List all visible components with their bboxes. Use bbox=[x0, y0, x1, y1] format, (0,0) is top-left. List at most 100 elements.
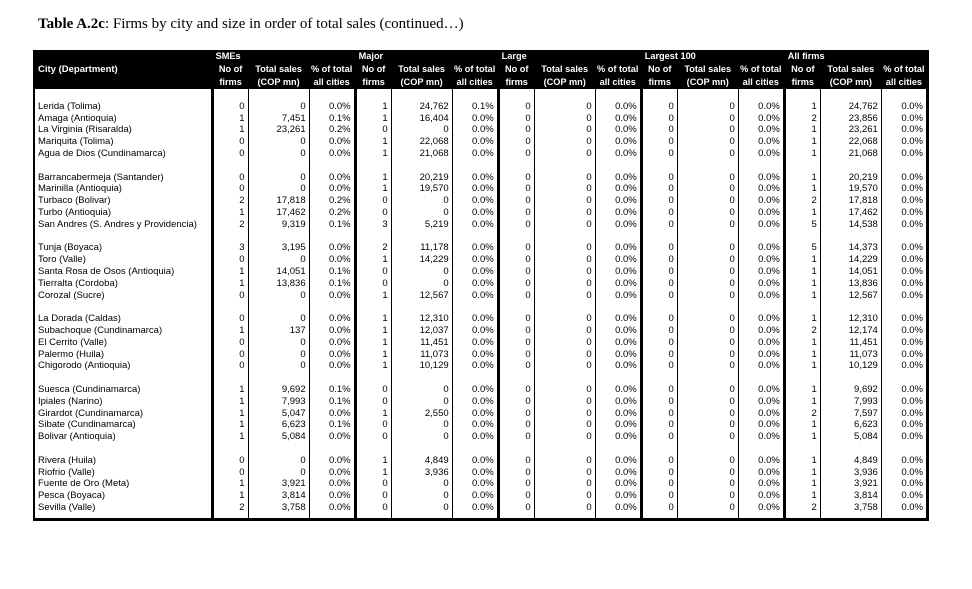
value-cell: 1 bbox=[210, 124, 249, 137]
table-row: San Andres (S. Andres y Providencia) 2 9,3… bbox=[34, 218, 928, 231]
value-cell: 7,993 bbox=[819, 395, 882, 408]
value-cell: 0.0% bbox=[737, 136, 785, 148]
separator-row bbox=[34, 442, 928, 455]
group-header-large: Large bbox=[496, 50, 642, 63]
column-header-total-sales: Total sales bbox=[390, 63, 453, 76]
value-cell: 0.0% bbox=[594, 478, 642, 491]
value-cell: 2 bbox=[210, 218, 249, 231]
value-cell: 0 bbox=[247, 360, 310, 373]
value-cell: 0 bbox=[353, 419, 392, 432]
column-header-pct-of-total-line2: all cities bbox=[737, 76, 785, 89]
separator-cell bbox=[819, 89, 882, 101]
value-cell: 0 bbox=[676, 466, 739, 479]
value-cell: 1 bbox=[353, 466, 392, 479]
value-cell: 0 bbox=[639, 124, 678, 137]
separator-cell bbox=[390, 442, 453, 455]
value-cell: 0.0% bbox=[880, 324, 928, 337]
table-number: Table A.2c bbox=[38, 16, 105, 32]
separator-cell bbox=[451, 301, 499, 314]
value-cell: 0.0% bbox=[308, 490, 356, 502]
value-cell: 2 bbox=[210, 195, 249, 207]
table-row: Ipiales (Narino) 1 7,993 0.1% 0 0 0.0% 0 0 0.0% 0 0… bbox=[34, 395, 928, 408]
column-header-no-of-firms: No of bbox=[782, 63, 821, 76]
value-cell: 0.0% bbox=[451, 265, 499, 278]
value-cell: 0 bbox=[533, 360, 596, 373]
value-cell: 2 bbox=[782, 407, 821, 420]
value-cell: 0.0% bbox=[880, 254, 928, 266]
value-cell: 12,310 bbox=[390, 313, 453, 325]
value-cell: 0.1% bbox=[308, 395, 356, 408]
separator-cell bbox=[819, 513, 882, 520]
value-cell: 0 bbox=[533, 454, 596, 467]
value-cell: 0.0% bbox=[880, 360, 928, 373]
value-cell: 0 bbox=[353, 383, 392, 396]
value-cell: 1 bbox=[353, 136, 392, 148]
value-cell: 0 bbox=[210, 454, 249, 467]
value-cell: 0 bbox=[353, 490, 392, 502]
column-header-no-of-firms: No of bbox=[210, 63, 249, 76]
value-cell: 0 bbox=[496, 419, 535, 432]
value-cell: 0 bbox=[390, 490, 453, 502]
value-cell: 0.0% bbox=[308, 147, 356, 160]
value-cell: 0.0% bbox=[594, 136, 642, 148]
value-cell: 0.0% bbox=[308, 313, 356, 325]
value-cell: 0 bbox=[533, 431, 596, 443]
value-cell: 1 bbox=[353, 254, 392, 266]
value-cell: 0 bbox=[210, 466, 249, 479]
value-cell: 6,623 bbox=[247, 419, 310, 432]
column-header-no-of-firms-line2: firms bbox=[496, 76, 535, 89]
value-cell: 0 bbox=[390, 195, 453, 207]
group-header-largest-100: Largest 100 bbox=[639, 50, 785, 63]
separator-cell bbox=[308, 513, 356, 520]
separator-cell bbox=[676, 442, 739, 455]
value-cell: 1 bbox=[353, 336, 392, 349]
separator-cell bbox=[34, 231, 212, 243]
value-cell: 0.0% bbox=[451, 454, 499, 467]
value-cell: 1 bbox=[353, 407, 392, 420]
separator-cell bbox=[247, 230, 310, 243]
value-cell: 12,567 bbox=[390, 289, 453, 302]
value-cell: 2 bbox=[353, 242, 392, 255]
table-row: Palermo (Huila) 0 0 0.0% 1 11,073 0.0% 0 0 0.0% 0 0… bbox=[34, 348, 928, 361]
value-cell: 1 bbox=[210, 478, 249, 491]
separator-cell bbox=[676, 513, 739, 520]
separator-cell bbox=[737, 442, 785, 455]
value-cell: 0 bbox=[639, 419, 678, 432]
value-cell: 1 bbox=[782, 466, 821, 479]
value-cell: 0.0% bbox=[594, 218, 642, 231]
value-cell: 0 bbox=[533, 136, 596, 148]
separator-cell bbox=[496, 301, 535, 314]
value-cell: 1 bbox=[210, 277, 249, 290]
separator-cell bbox=[737, 372, 785, 384]
value-cell: 0 bbox=[496, 195, 535, 207]
value-cell: 0.0% bbox=[594, 501, 642, 514]
separator-cell bbox=[782, 301, 821, 314]
value-cell: 17,818 bbox=[819, 195, 882, 207]
value-cell: 0.0% bbox=[594, 183, 642, 196]
column-header-pct-of-total: % of total bbox=[451, 63, 499, 76]
city-cell: Subachoque (Cundinamarca) bbox=[38, 324, 163, 336]
value-cell: 0 bbox=[247, 336, 310, 349]
city-cell: Fuente de Oro (Meta) bbox=[38, 478, 130, 490]
separator-cell bbox=[676, 89, 739, 101]
value-cell: 0.0% bbox=[308, 183, 356, 196]
value-cell: 0.0% bbox=[594, 431, 642, 443]
separator-cell bbox=[451, 372, 499, 384]
value-cell: 0.0% bbox=[737, 466, 785, 479]
value-cell: 0.0% bbox=[594, 383, 642, 396]
separator-cell bbox=[353, 513, 392, 520]
value-cell: 1 bbox=[353, 454, 392, 467]
value-cell: 1 bbox=[782, 171, 821, 184]
value-cell: 0.0% bbox=[880, 277, 928, 290]
value-cell: 0 bbox=[533, 183, 596, 196]
value-cell: 0.0% bbox=[594, 147, 642, 160]
value-cell: 0.0% bbox=[451, 431, 499, 443]
value-cell: 20,219 bbox=[819, 171, 882, 184]
value-cell: 10,129 bbox=[819, 360, 882, 373]
value-cell: 1 bbox=[353, 147, 392, 160]
city-cell: Santa Rosa de Osos (Antioquia) bbox=[38, 265, 175, 277]
value-cell: 0.0% bbox=[880, 490, 928, 502]
value-cell: 0.0% bbox=[451, 112, 499, 125]
table-row: Rivera (Huila) 0 0 0.0% 1 4,849 0.0% 0 0 0.0% 0 0 0.… bbox=[34, 454, 928, 467]
value-cell: 0 bbox=[496, 171, 535, 184]
